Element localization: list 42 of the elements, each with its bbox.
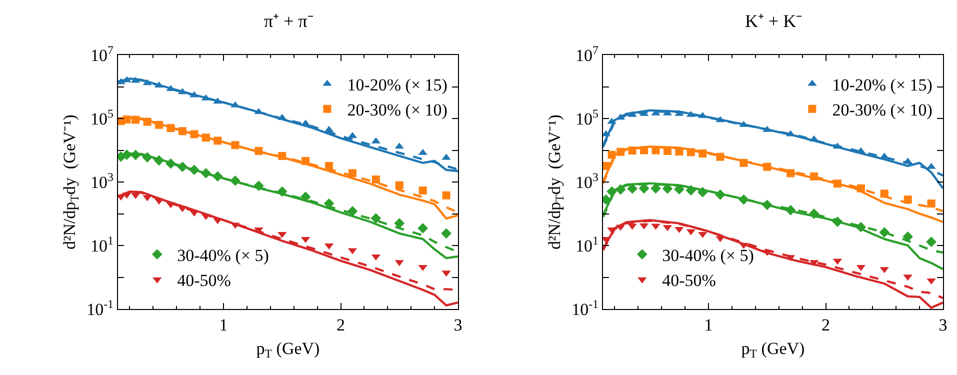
x-tick-label: 2: [336, 316, 346, 334]
point: [418, 223, 428, 234]
x-axis-title: p$_{T}$ (GeV): [741, 338, 805, 360]
point: [650, 183, 661, 194]
y-tick-label: 10$^{-1}$: [86, 296, 114, 319]
legend-label: 20-30% (× 10): [832, 100, 932, 120]
y-tick-label: 10$^{-1}$: [572, 296, 599, 319]
y-tick-label: 10$^{3}$: [90, 170, 114, 192]
x-tick-label: 1: [219, 316, 228, 334]
point: [395, 181, 404, 190]
point: [394, 218, 405, 229]
x-tick-label: 3: [454, 316, 462, 334]
legend-label: 40-50%: [662, 271, 716, 290]
point: [418, 186, 427, 194]
x-axis-title: p$_{T}$ (GeV): [256, 338, 320, 360]
point: [879, 227, 890, 238]
y-tick-label: 10$^{1}$: [576, 233, 599, 256]
point: [662, 183, 673, 194]
legend-label: 10-20% (× 15): [832, 75, 932, 94]
legend-label: 30-40% (× 5): [177, 246, 269, 265]
legend-label: 30-40% (× 5): [662, 246, 754, 265]
legend-label: 20-30% (× 10): [347, 100, 448, 120]
y-tick-label: 10$^{7}$: [576, 42, 599, 65]
point: [370, 213, 382, 224]
legend-label: 40-50%: [177, 271, 231, 290]
point: [442, 191, 450, 200]
y-tick-label: 10$^{3}$: [576, 170, 599, 192]
chart-title: π⁺ + π⁻: [264, 11, 314, 31]
point: [927, 200, 936, 208]
y-tick-label: 10$^{5}$: [576, 106, 599, 128]
y-tick-label: 10$^{5}$: [90, 106, 114, 128]
point: [926, 236, 936, 248]
x-tick-label: 1: [704, 316, 713, 334]
legend-label: 10-20% (× 15): [347, 75, 448, 94]
y-tick-label: 10$^{7}$: [90, 42, 114, 65]
x-tick-label: 3: [938, 316, 948, 334]
chart-title: K⁺ + K⁻: [745, 11, 802, 31]
y-tick-label: 10$^{1}$: [90, 233, 114, 256]
point: [441, 228, 452, 239]
point: [372, 175, 380, 184]
x-tick-label: 2: [822, 316, 830, 334]
point: [902, 231, 914, 242]
